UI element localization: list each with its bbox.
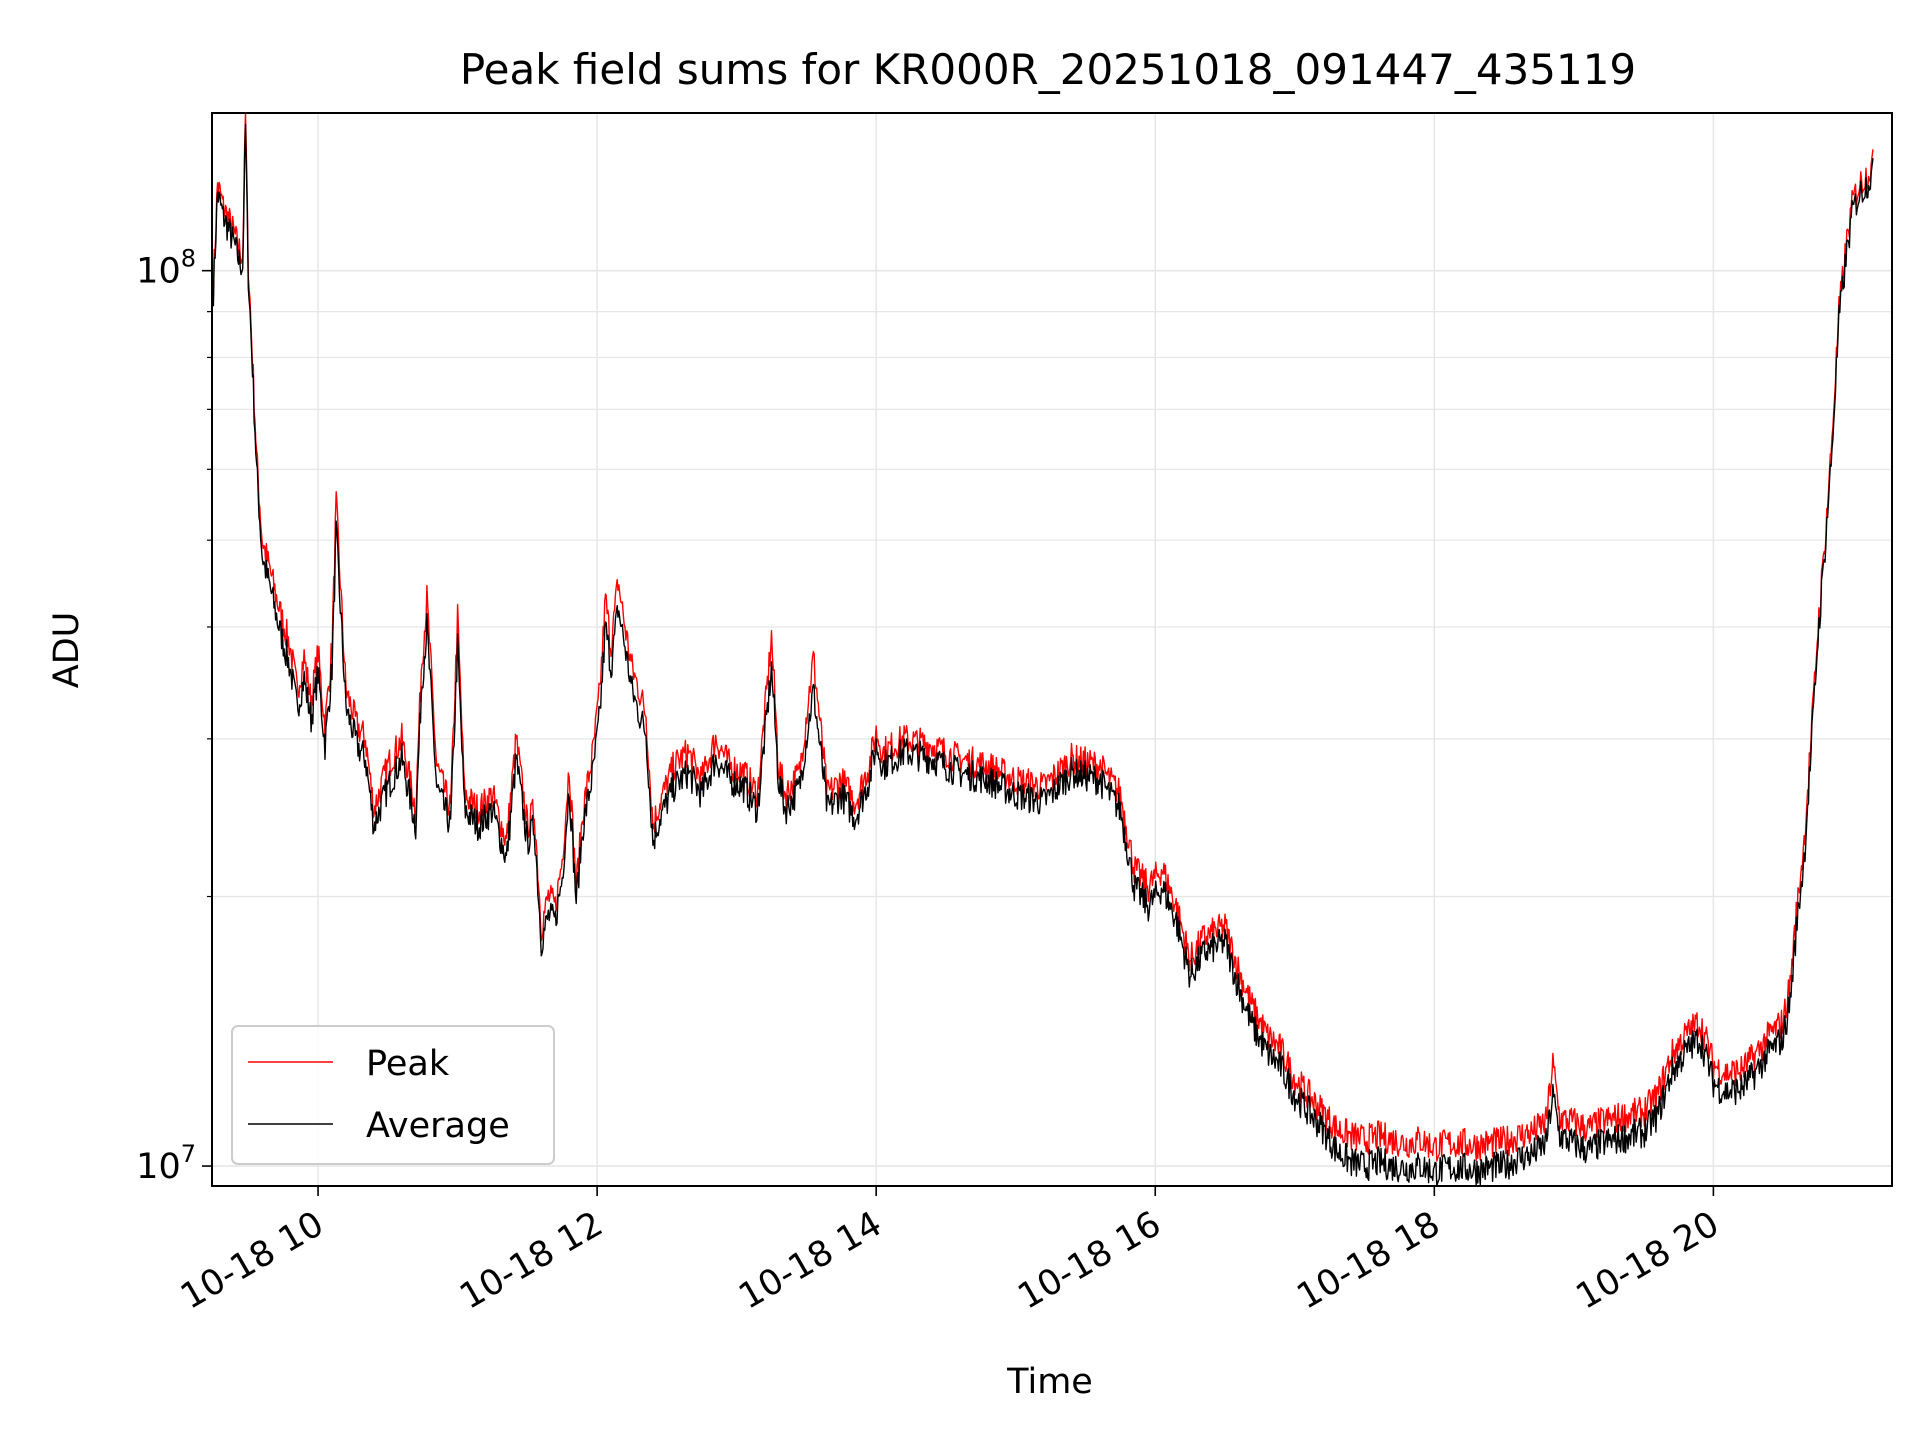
series-line-average [212, 123, 1874, 1187]
x-tick-label: 10-18 10 [174, 1204, 330, 1317]
y-axis-title: ADU [47, 612, 87, 689]
series-layer [212, 112, 1874, 1187]
legend-peak-label: Peak [366, 1044, 450, 1084]
x-tick-label: 10-18 12 [453, 1204, 609, 1317]
chart-title: Peak field sums for KR000R_20251018_0914… [460, 45, 1636, 94]
legend-box [231, 1025, 555, 1165]
x-tick-label: 10-18 18 [1291, 1204, 1447, 1317]
y-axis-ticks: 107 108 [136, 245, 212, 1187]
grid-layer [212, 113, 1892, 1186]
x-tick-label: 10-18 16 [1011, 1204, 1167, 1317]
legend-average-label: Average [366, 1106, 510, 1146]
y-tick-label: 107 [136, 1140, 196, 1187]
plot-frame [211, 112, 1893, 1187]
y-tick-label: 108 [136, 245, 196, 292]
x-axis-ticks: 10-18 10 10-18 12 10-18 14 10-18 16 10-18 18… [174, 1186, 1726, 1317]
x-axis-title: Time [1006, 1362, 1093, 1402]
x-tick-label: 10-18 14 [732, 1204, 888, 1317]
legend: Peak Average [231, 1025, 555, 1165]
series-line-peak [212, 112, 1874, 1162]
x-tick-label: 10-18 20 [1570, 1204, 1726, 1317]
